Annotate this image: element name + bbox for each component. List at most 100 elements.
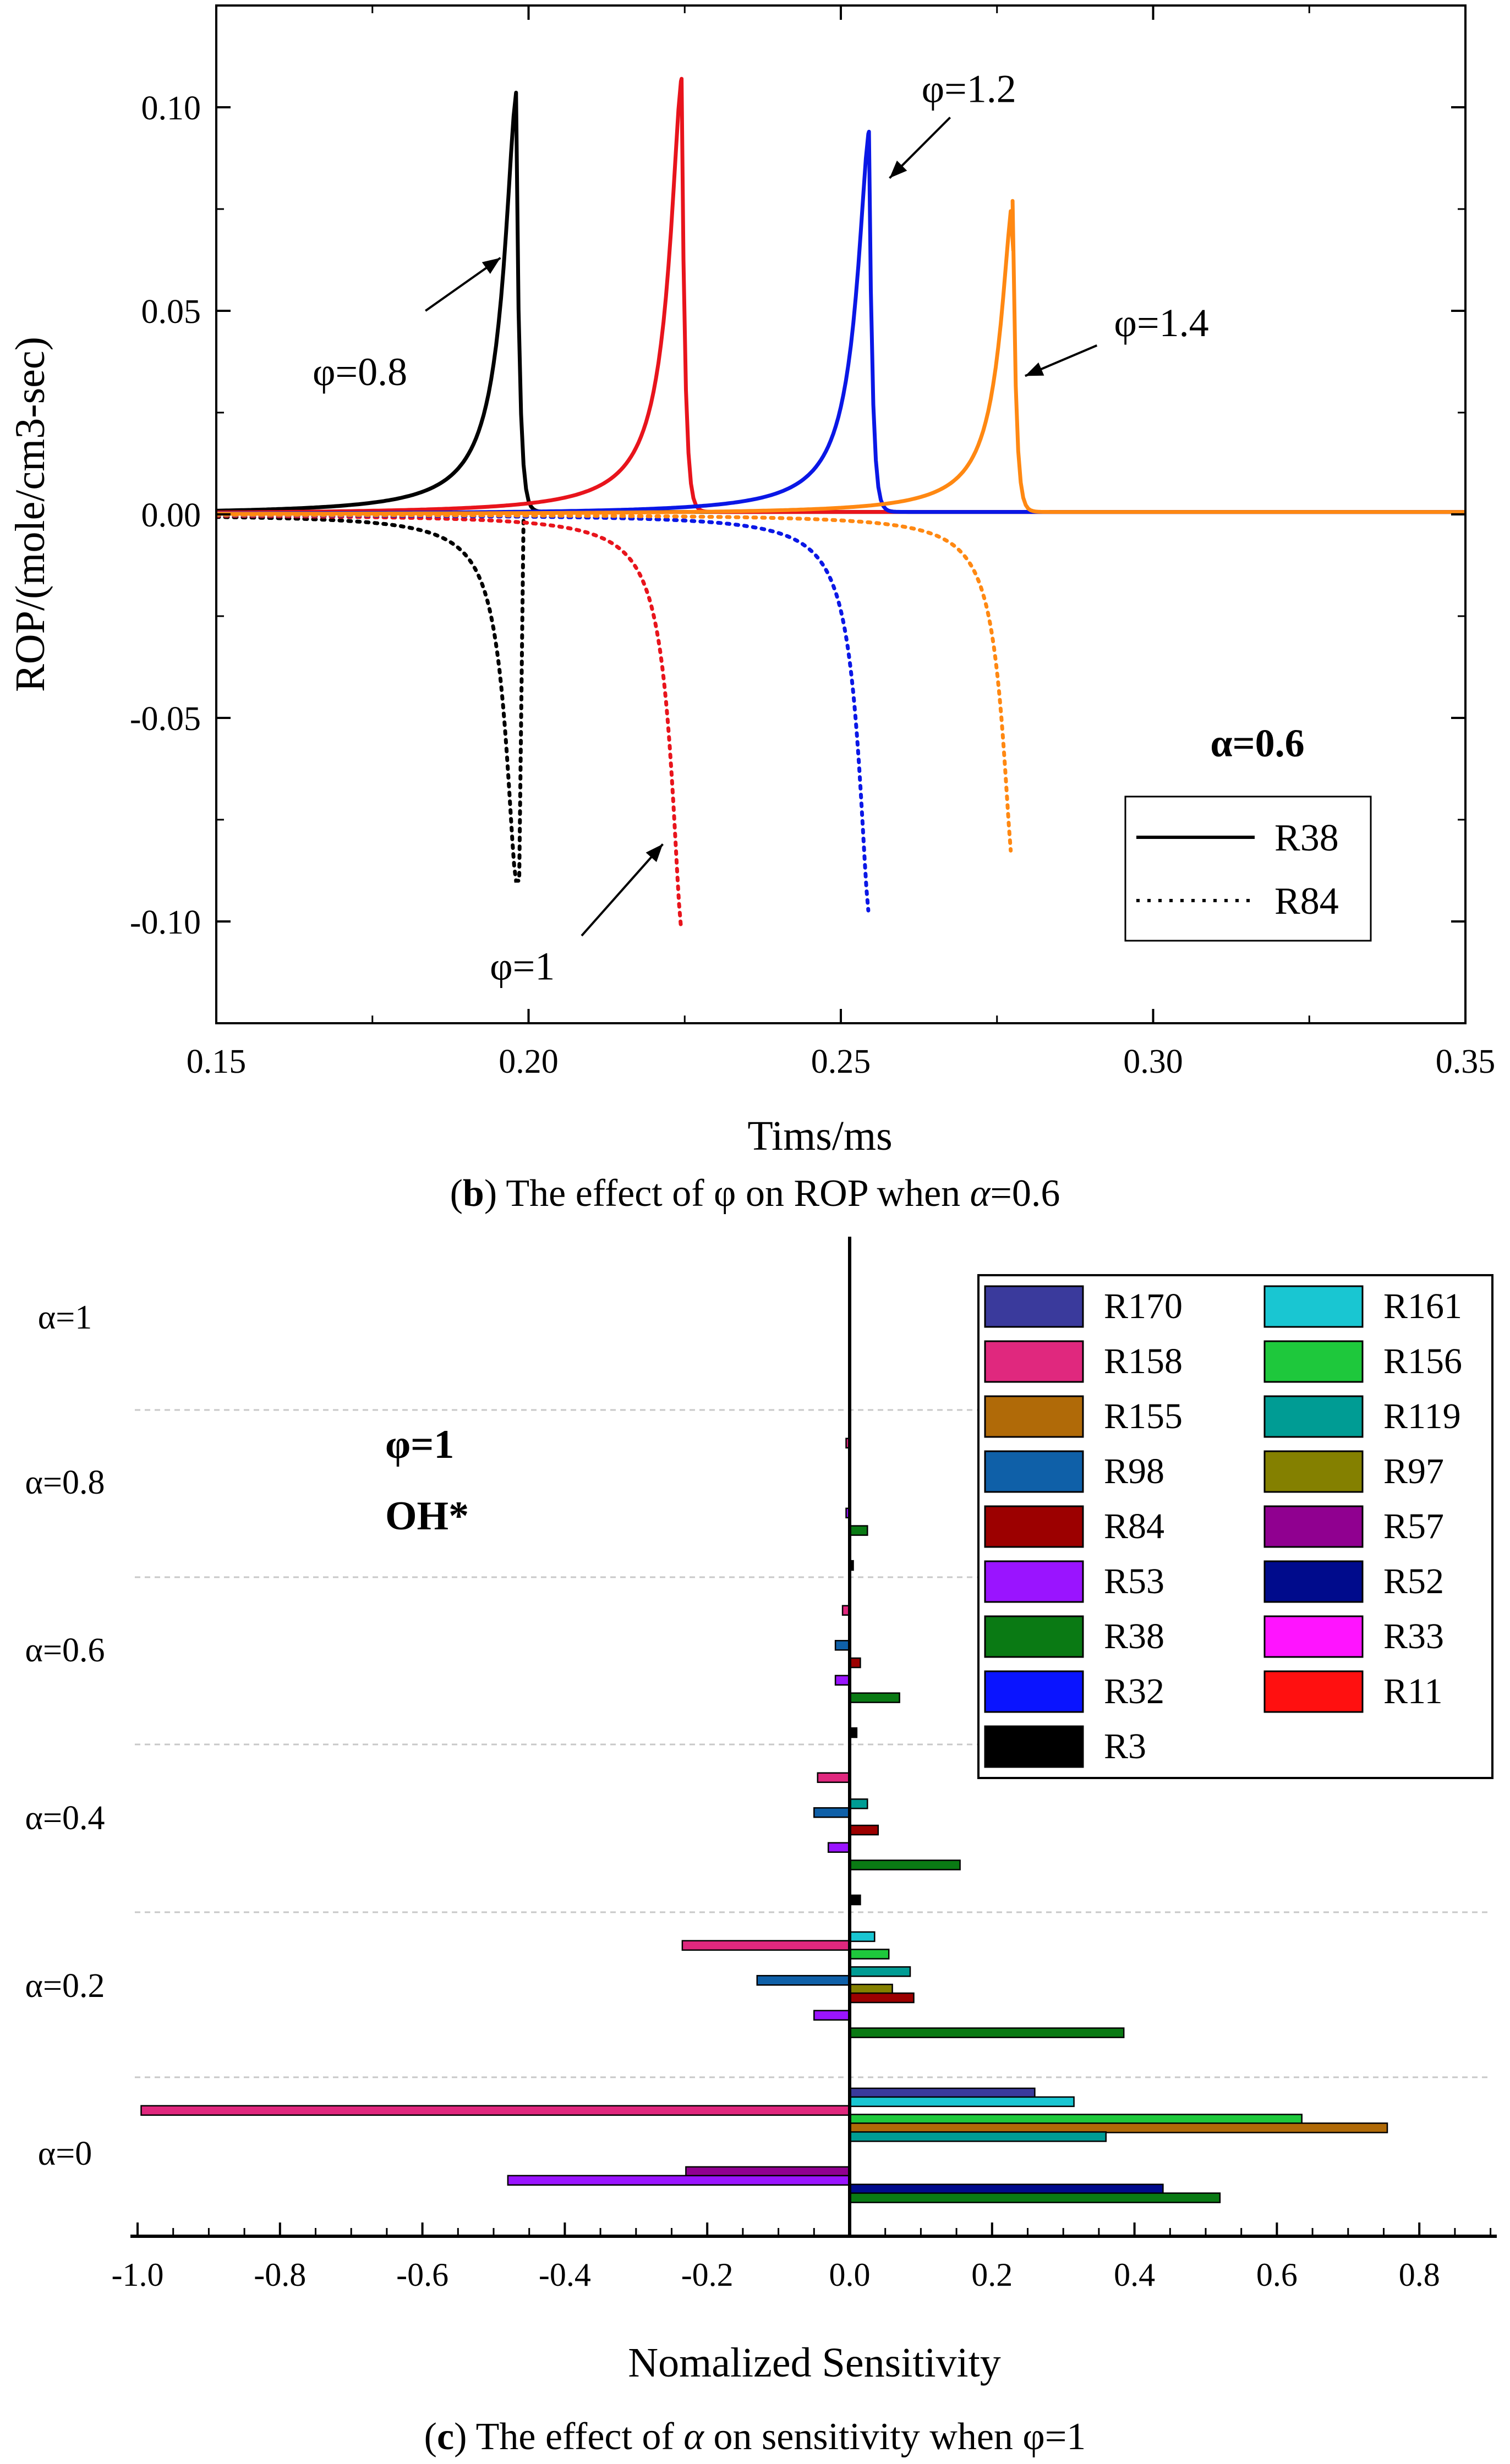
r84-curve-φ-1.2 — [216, 513, 871, 913]
bar-r38-group-0 — [849, 2192, 1221, 2203]
bar-r98-group-1 — [756, 1975, 851, 1986]
bar-r52-group-0 — [849, 2183, 1164, 2194]
sensitivity-axis-ticks — [136, 2222, 1492, 2236]
caption-b: (b) The effect of φ on ROP when α=0.6 — [450, 1172, 1060, 1215]
rop-curves — [216, 76, 1465, 929]
x-tick-label: -0.4 — [539, 2257, 591, 2293]
r84-curve-φ-1 — [216, 514, 683, 929]
x-tick-label: 0.4 — [1114, 2257, 1155, 2293]
rop-condition-label: α=0.6 — [1210, 721, 1304, 765]
annotation-arrowhead — [645, 844, 663, 862]
bar-r156-group-1 — [849, 1949, 890, 1960]
annotation-label-φ-1.4: φ=1.4 — [1114, 301, 1208, 345]
annotation-label-φ-1.2: φ=1.2 — [922, 67, 1016, 111]
caption-c-alpha: α — [683, 2416, 704, 2458]
bar-r57-group-0 — [685, 2166, 851, 2177]
legend-r38-label: R38 — [1274, 817, 1339, 859]
rop-legend: R38 R84 — [1124, 795, 1372, 942]
x-tick-label: -0.8 — [254, 2257, 306, 2293]
legend-label-r158: R158 — [1104, 1341, 1183, 1381]
sensitivity-legend: R170 R161 R158 R156 R155 R119 R98 R97 R84 R57 R53 R… — [984, 1285, 1462, 1768]
legend-label-r11: R11 — [1383, 1671, 1443, 1711]
x-tick-label: 0.15 — [187, 1043, 247, 1080]
rop-y-axis-label: ROP/(mole/cm3-sec) — [7, 337, 53, 692]
legend-swatch-r119 — [1263, 1395, 1364, 1438]
x-tick-label: 0.25 — [811, 1043, 871, 1080]
legend-label-r3: R3 — [1104, 1726, 1146, 1766]
legend-swatch-r97 — [1263, 1450, 1364, 1493]
x-tick-label: 0.20 — [499, 1043, 559, 1080]
legend-label-r155: R155 — [1104, 1396, 1183, 1436]
bar-r170-group-0 — [849, 2087, 1036, 2099]
bar-r98-group-3 — [834, 1640, 851, 1651]
legend-label-r38: R38 — [1104, 1616, 1164, 1656]
y-tick-label: 0.00 — [141, 497, 201, 534]
legend-swatch-r52 — [1263, 1560, 1364, 1603]
bar-r53-group-1 — [813, 2010, 851, 2021]
bar-r98-group-2 — [813, 1807, 851, 1818]
y-tick-label: 0.10 — [141, 90, 201, 127]
group-label: α=1 — [38, 1299, 92, 1336]
bar-r119-group-0 — [849, 2131, 1107, 2142]
legend-label-r170: R170 — [1104, 1286, 1183, 1326]
caption-c-text: The effect of — [467, 2416, 684, 2458]
legend-label-r84: R84 — [1104, 1506, 1164, 1546]
caption-c-label: c — [436, 2416, 455, 2458]
caption-b-text: The effect of φ on ROP when — [497, 1172, 970, 1215]
group-label: α=0.4 — [25, 1799, 105, 1837]
caption-b-alpha: α — [970, 1172, 991, 1215]
x-tick-label: 0.35 — [1436, 1043, 1496, 1080]
legend-label-r156: R156 — [1383, 1341, 1462, 1381]
bar-r119-group-2 — [849, 1798, 868, 1809]
r38-curve-φ-1.2 — [216, 129, 1465, 515]
annotation-arrow — [581, 843, 664, 937]
annotation-label-φ-0.8: φ=0.8 — [313, 350, 407, 394]
bar-r38-group-3 — [849, 1692, 900, 1703]
group-label: α=0.2 — [25, 1967, 105, 2005]
legend-label-r119: R119 — [1383, 1396, 1461, 1436]
rop-tick-labels: 0.15 0.20 0.25 0.30 0.35 0.10 0.05 0.00 -0.05 -0.… — [130, 90, 1495, 1080]
group-label: α=0.6 — [25, 1632, 105, 1669]
legend-swatch-r156 — [1263, 1340, 1364, 1383]
legend-label-r57: R57 — [1383, 1506, 1444, 1546]
y-tick-label: 0.05 — [141, 293, 201, 331]
r84-curve-φ-0.8 — [216, 515, 526, 883]
x-tick-label: 0.0 — [829, 2257, 871, 2293]
rop-x-axis-label: Tims/ms — [747, 1113, 892, 1159]
x-tick-label: 0.2 — [971, 2257, 1013, 2293]
caption-c: (c) The effect of α on sensitivity when … — [424, 2416, 1086, 2458]
x-tick-label: 0.6 — [1256, 2257, 1298, 2293]
bar-r158-group-2 — [817, 1772, 851, 1783]
caption-c-value: on sensitivity when φ=1 — [704, 2416, 1086, 2458]
legend-swatch-r84 — [984, 1505, 1084, 1548]
annotation-arrowhead — [482, 257, 501, 274]
bar-r38-group-2 — [849, 1859, 961, 1870]
legend-swatch-r98 — [984, 1450, 1084, 1493]
legend-label-r97: R97 — [1383, 1451, 1444, 1491]
bar-r53-group-0 — [507, 2175, 851, 2186]
x-tick-label: -1.0 — [112, 2257, 164, 2293]
caption-b-label: b — [462, 1172, 484, 1215]
legend-label-r52: R52 — [1383, 1561, 1444, 1601]
legend-swatch-r38 — [984, 1615, 1084, 1658]
legend-swatch-r32 — [984, 1670, 1084, 1713]
r38-curve-φ-0.8 — [216, 90, 1465, 514]
sensitivity-group-labels: α=0 α=0.2 α=0.4 α=0.6 α=0.8 α=1 — [25, 1299, 105, 2172]
group-label: α=0.8 — [25, 1464, 105, 1501]
legend-label-r33: R33 — [1383, 1616, 1444, 1656]
rop-annotations: φ=0.8 φ=1 φ=1.2 φ=1.4 — [313, 67, 1209, 989]
sensitivity-bars — [140, 1437, 1388, 2203]
bar-r158-group-1 — [681, 1940, 851, 1951]
legend-r84-label: R84 — [1274, 880, 1339, 923]
bar-r38-group-1 — [849, 2027, 1125, 2038]
legend-swatch-r170 — [984, 1285, 1084, 1328]
rop-legend-box — [1124, 795, 1372, 942]
caption-b-value: =0.6 — [990, 1172, 1060, 1215]
bar-r38-group-4 — [849, 1525, 868, 1536]
sensitivity-tick-labels: -1.0 -0.8 -0.6 -0.4 -0.2 0.0 0.2 0.4 0.6 0.8 — [112, 2257, 1440, 2293]
legend-swatch-r3 — [984, 1725, 1084, 1768]
bar-r84-group-2 — [849, 1824, 879, 1836]
legend-swatch-r53 — [984, 1560, 1084, 1603]
legend-swatch-r155 — [984, 1395, 1084, 1438]
